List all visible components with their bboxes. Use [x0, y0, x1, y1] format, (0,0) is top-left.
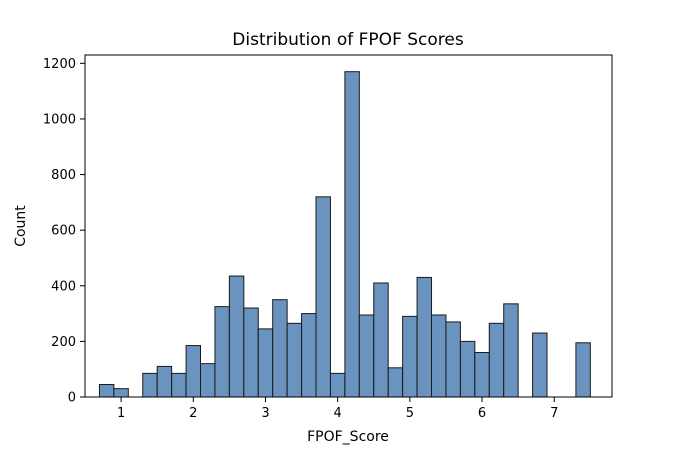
chart-title: Distribution of FPOF Scores — [232, 30, 464, 50]
histogram-bar — [387, 367, 404, 398]
histogram-bar — [488, 322, 505, 398]
histogram-bar — [329, 372, 346, 398]
x-tick-label: 7 — [550, 406, 558, 421]
histogram-bar — [416, 276, 433, 398]
histogram-bar — [431, 314, 447, 398]
histogram-bar — [142, 372, 158, 398]
histogram-bar — [575, 342, 591, 398]
histogram-bar — [272, 299, 288, 398]
histogram-bar — [286, 322, 303, 398]
y-axis-title: Count — [13, 205, 29, 247]
histogram-bar — [445, 321, 461, 398]
histogram-bar — [243, 307, 259, 398]
histogram-bar — [503, 303, 519, 398]
histogram-bar — [228, 275, 245, 398]
histogram-bar — [358, 314, 375, 398]
histogram-bar — [156, 365, 173, 398]
x-axis-title: FPOF_Score — [307, 429, 389, 445]
histogram-bar — [373, 282, 389, 398]
histogram-bar — [301, 313, 317, 398]
histogram-bar — [185, 345, 202, 398]
histogram-bar — [98, 383, 115, 398]
histogram-bar — [459, 340, 476, 398]
histogram-bar — [474, 352, 490, 398]
x-tick-label: 2 — [189, 406, 197, 421]
y-tick-label: 400 — [51, 279, 76, 294]
y-tick-label: 0 — [68, 391, 76, 406]
y-tick-label: 800 — [51, 168, 76, 183]
y-tick-label: 1200 — [43, 57, 76, 72]
x-tick-label: 1 — [117, 406, 125, 421]
x-tick-label: 3 — [261, 406, 269, 421]
y-axis: 0 200 400 600 800 1000 1200 — [43, 57, 85, 406]
x-tick-label: 6 — [478, 406, 486, 421]
histogram-bar — [214, 306, 230, 398]
histogram-bar — [113, 388, 129, 398]
x-tick-label: 5 — [406, 406, 414, 421]
histogram-bar — [171, 372, 187, 398]
y-tick-label: 1000 — [43, 112, 76, 127]
y-tick-label: 200 — [51, 335, 76, 350]
histogram-bar — [200, 363, 216, 398]
plot-frame — [84, 54, 613, 398]
histogram-bar — [257, 328, 274, 398]
histogram-bar — [344, 71, 360, 398]
x-tick-label: 4 — [334, 406, 342, 421]
bars-group — [98, 71, 591, 398]
y-tick-label: 600 — [51, 224, 76, 239]
histogram-bar — [402, 315, 418, 398]
histogram-bar — [532, 332, 548, 398]
x-axis: 1 2 3 4 5 6 7 — [117, 397, 558, 421]
histogram-bar — [315, 196, 331, 398]
